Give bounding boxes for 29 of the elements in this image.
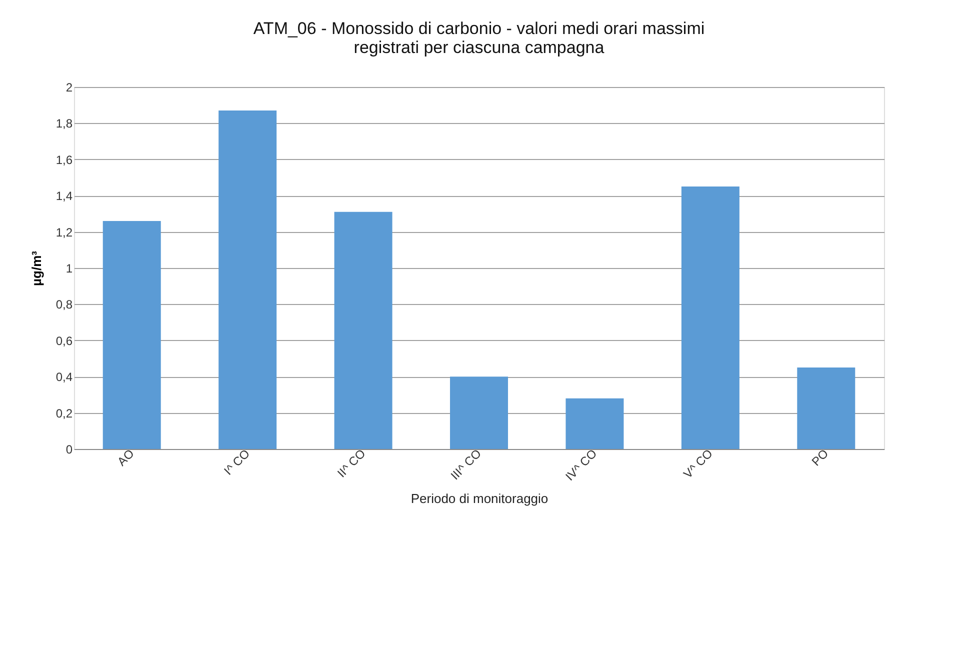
text: ATM_06 - Monossido di carbonio - valori medi orari massimi (253, 19, 705, 38)
x-tick-label: I^ CO (221, 446, 253, 478)
y-tick-label: 1 (66, 262, 73, 276)
bar (566, 398, 624, 449)
y-tick-label: 1,6 (56, 152, 73, 167)
x-tick-label: AO (114, 446, 137, 469)
y-tick-label: 0,8 (56, 298, 73, 312)
x-tick-label: II^ CO (334, 446, 368, 480)
x-axis-title: Periodo di monitoraggio (410, 490, 548, 506)
bar (102, 220, 161, 449)
text: registrati per ciascuna campagna (354, 38, 604, 57)
bar (218, 110, 277, 449)
bar (681, 186, 740, 449)
y-tick-label: 0,2 (56, 406, 73, 420)
x-tick-label: PO (808, 446, 832, 469)
y-tick-label: 1,4 (56, 189, 73, 204)
y-axis-title: µg/m³ (28, 250, 44, 286)
x-tick-label: IV^ CO (562, 446, 600, 484)
x-tick-label: III^ CO (448, 446, 484, 483)
y-tick-label: 2 (66, 80, 73, 94)
y-tick-label: 0 (66, 442, 73, 456)
y-tick-label: 1,2 (56, 225, 73, 240)
bar (450, 376, 508, 449)
bar (334, 212, 392, 449)
y-tick-label: 1,8 (56, 116, 73, 131)
y-tick-label: 0,6 (56, 334, 73, 348)
x-tick-label: V^ CO (680, 446, 716, 482)
y-tick-label: 0,4 (56, 370, 73, 384)
bar (797, 368, 856, 449)
